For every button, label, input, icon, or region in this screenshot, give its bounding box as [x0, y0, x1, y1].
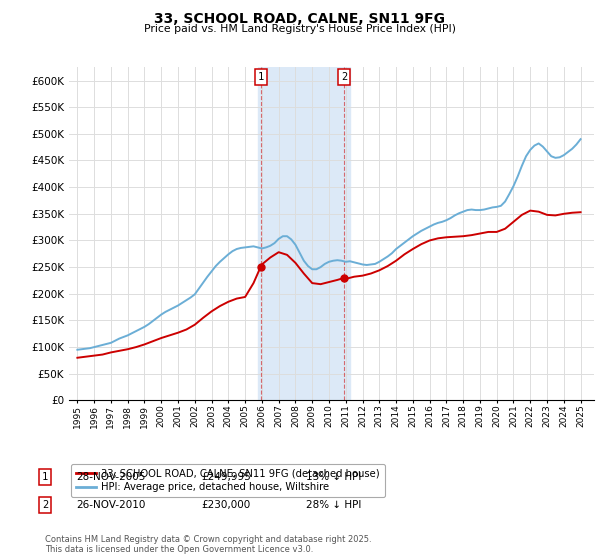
Text: 1: 1	[257, 72, 263, 82]
Text: Price paid vs. HM Land Registry's House Price Index (HPI): Price paid vs. HM Land Registry's House …	[144, 24, 456, 34]
Text: 28% ↓ HPI: 28% ↓ HPI	[306, 500, 361, 510]
Text: 1: 1	[42, 472, 48, 482]
Text: 2: 2	[341, 72, 347, 82]
Text: 26-NOV-2010: 26-NOV-2010	[76, 500, 146, 510]
Legend: 33, SCHOOL ROAD, CALNE, SN11 9FG (detached house), HPI: Average price, detached : 33, SCHOOL ROAD, CALNE, SN11 9FG (detach…	[71, 464, 385, 497]
Text: £230,000: £230,000	[201, 500, 250, 510]
Text: 28-NOV-2005: 28-NOV-2005	[76, 472, 146, 482]
Text: Contains HM Land Registry data © Crown copyright and database right 2025.
This d: Contains HM Land Registry data © Crown c…	[45, 535, 371, 554]
Text: £249,995: £249,995	[201, 472, 251, 482]
Bar	[257, 67, 350, 400]
Text: 33, SCHOOL ROAD, CALNE, SN11 9FG: 33, SCHOOL ROAD, CALNE, SN11 9FG	[155, 12, 445, 26]
Text: 13% ↓ HPI: 13% ↓ HPI	[306, 472, 361, 482]
Text: 2: 2	[42, 500, 48, 510]
